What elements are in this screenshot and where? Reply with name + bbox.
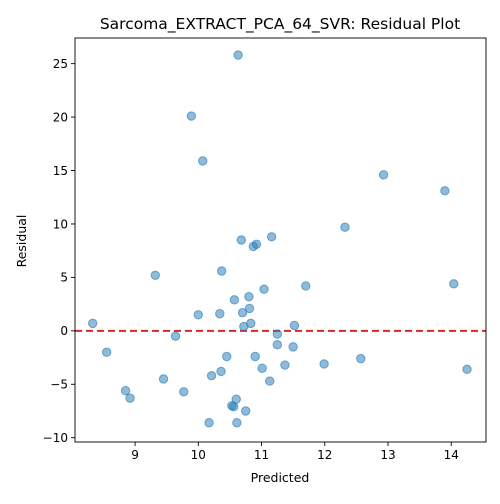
- data-point-42: [120, 385, 131, 396]
- y-axis-label: Residual: [14, 215, 29, 268]
- data-point-20: [215, 309, 225, 319]
- data-point-22: [88, 318, 98, 329]
- data-point-48: [241, 406, 251, 416]
- data-point-11: [216, 266, 227, 276]
- data-point-38: [216, 366, 226, 377]
- y-tick-label-10: 10: [53, 217, 68, 231]
- y-tick-label-20: 20: [53, 110, 68, 124]
- data-point-28: [272, 340, 283, 350]
- y-tick-label-5: 5: [60, 271, 68, 285]
- y-tick-label--5: −5: [50, 378, 68, 392]
- data-point-44: [125, 393, 135, 403]
- x-tick-label-14: 14: [444, 448, 459, 462]
- x-tick-label-11: 11: [254, 448, 269, 462]
- y-tick-label-0: 0: [60, 324, 68, 338]
- data-point-18: [244, 303, 255, 314]
- data-point-31: [222, 351, 232, 362]
- x-tick-label-12: 12: [317, 448, 332, 462]
- data-point-16: [244, 291, 254, 302]
- data-point-37: [462, 364, 472, 375]
- data-point-30: [101, 347, 112, 357]
- data-point-12: [150, 270, 161, 280]
- data-point-29: [288, 342, 298, 352]
- data-point-19: [237, 307, 248, 318]
- data-point-14: [301, 281, 311, 291]
- data-point-36: [257, 363, 267, 373]
- data-point-27: [170, 331, 181, 341]
- data-point-13: [449, 279, 459, 289]
- data-point-24: [289, 320, 300, 331]
- data-point-2: [186, 111, 197, 121]
- data-point-43: [179, 387, 189, 397]
- data-point-32: [250, 351, 260, 362]
- data-point-21: [193, 310, 204, 320]
- data-point-33: [356, 353, 366, 364]
- y-tick-label-15: 15: [53, 164, 68, 178]
- x-tick-label-13: 13: [380, 448, 395, 462]
- data-point-49: [204, 418, 214, 428]
- x-tick-label-9: 9: [131, 448, 139, 462]
- data-point-5: [440, 186, 450, 196]
- data-point-7: [266, 232, 277, 242]
- data-point-1: [233, 50, 243, 60]
- data-point-35: [280, 360, 290, 370]
- data-point-34: [319, 359, 329, 369]
- plot-area: 9 10 11 12 13 14 −10 −5 0 5 10 15 20 25: [43, 37, 487, 462]
- data-point-25: [239, 321, 249, 332]
- data-point-50: [232, 418, 242, 428]
- data-point-26: [272, 329, 283, 339]
- data-point-3: [198, 156, 208, 166]
- data-point-6: [340, 222, 350, 232]
- data-point-8: [236, 235, 246, 245]
- x-tick-label-10: 10: [191, 448, 206, 462]
- y-tick-label--10: −10: [43, 431, 68, 445]
- data-point-17: [229, 295, 240, 305]
- data-point-15: [259, 284, 269, 294]
- data-point-41: [265, 376, 275, 386]
- data-point-39: [206, 371, 217, 381]
- y-tick-label-25: 25: [53, 57, 68, 71]
- axes-frame: [74, 37, 487, 443]
- chart-title: Sarcoma_EXTRACT_PCA_64_SVR: Residual Plo…: [100, 15, 460, 34]
- data-point-4: [378, 170, 389, 180]
- data-point-10: [248, 241, 259, 252]
- data-point-47: [229, 402, 239, 412]
- x-axis-label: Predicted: [251, 470, 310, 485]
- data-point-40: [158, 374, 169, 384]
